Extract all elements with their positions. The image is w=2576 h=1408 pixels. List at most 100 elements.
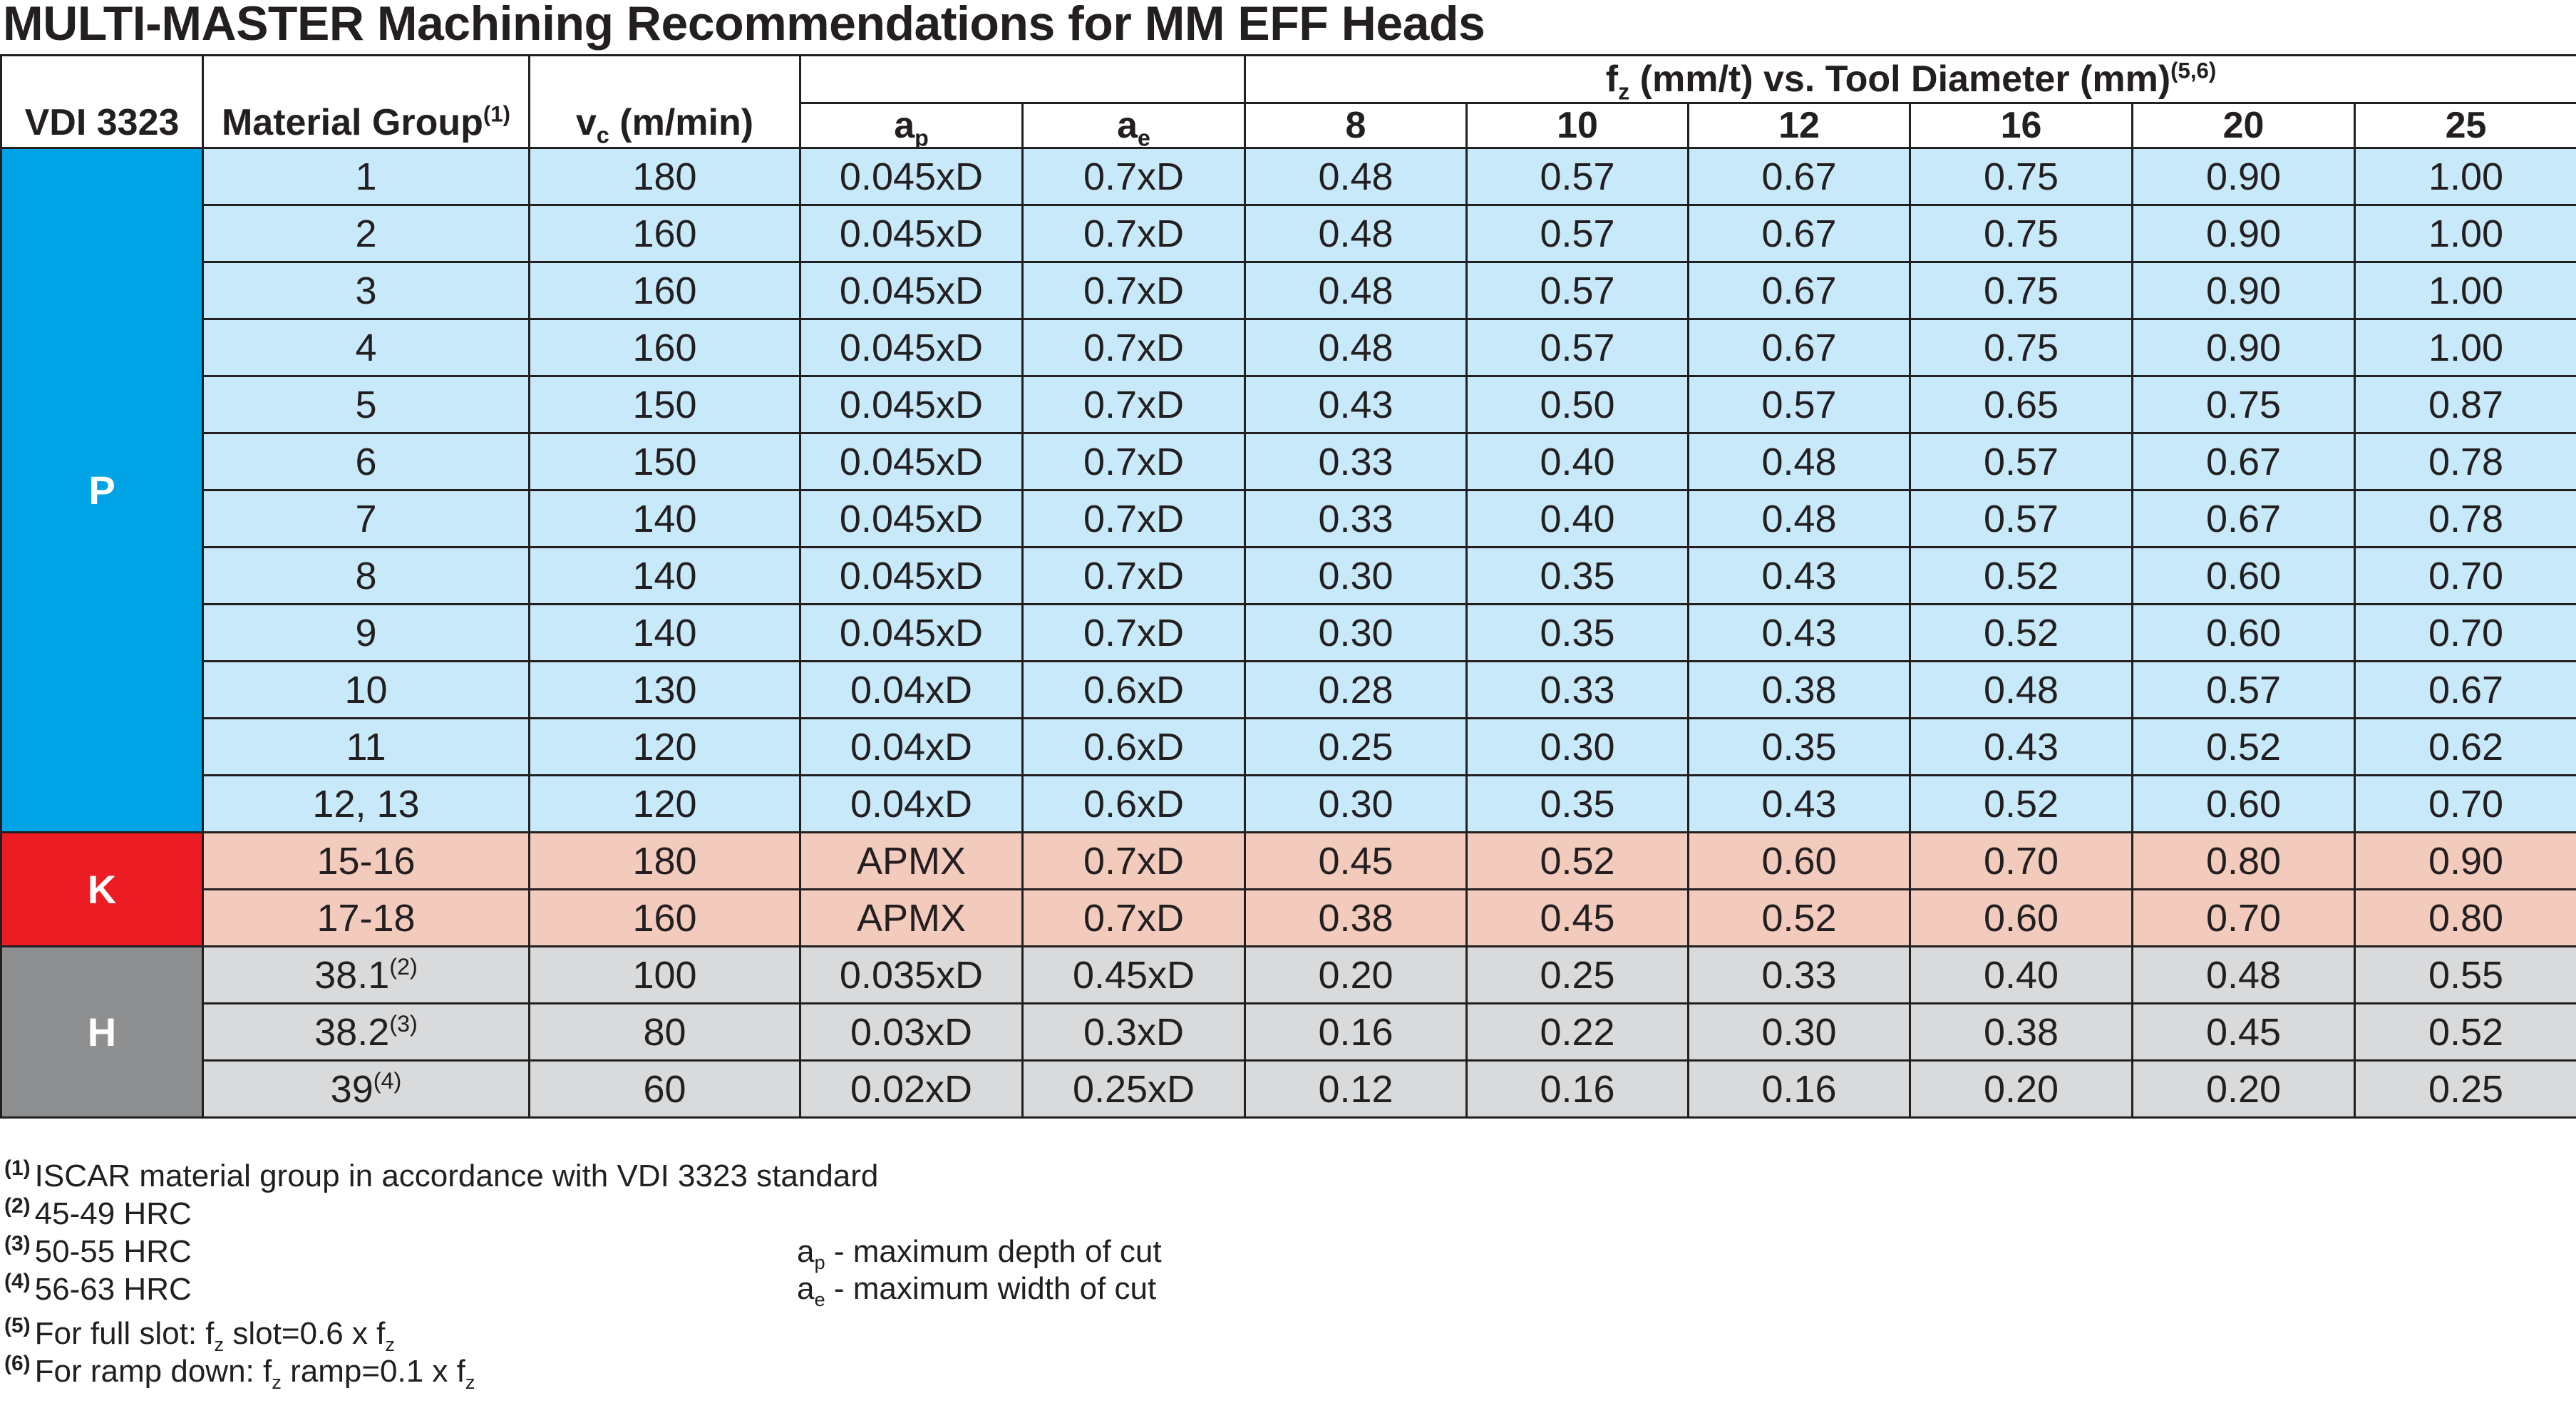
fz-cell-d16: 0.52 [1909,774,2133,833]
legend-ae: ae - maximum width of cut [797,1271,1157,1310]
vc-cell: 140 [528,489,801,548]
table-row: 8 140 0.045xD 0.7xD 0.30 0.35 0.43 0.52 0.60 0.70 [1,546,2576,605]
ap-cell: 0.045xD [799,546,1024,605]
fz-cell-d20: 0.45 [2131,1002,2356,1062]
fz-cell-d20: 0.60 [2131,603,2356,662]
table-row: K 15-16 180 APMX 0.7xD 0.45 0.52 0.60 0.70 0.80 0.… [0,831,2576,947]
ae-cell: 0.7xD [1021,831,1246,890]
vc-cell: 160 [528,204,801,263]
fz-cell-d25: 1.00 [2353,204,2576,263]
group-cell-p: P [0,147,204,833]
fz-cell-d20: 0.90 [2131,261,2356,320]
material-cell: 6 [202,432,530,491]
group-cell-h: H [0,945,204,1119]
ap-cell: 0.045xD [799,147,1024,206]
fz-cell-d16: 0.75 [1909,318,2133,377]
fz-cell-d12: 0.67 [1687,204,1911,263]
fz-cell-d16: 0.65 [1909,375,2133,434]
fz-cell-d20: 0.90 [2131,318,2356,377]
ap-cell: APMX [799,831,1024,890]
ap-cell: 0.03xD [799,1002,1024,1062]
legend: ap - maximum depth of cut ae - maximum w… [797,1233,1162,1310]
table-row: 10 130 0.04xD 0.6xD 0.28 0.33 0.38 0.48 0.57 0.67 [1,660,2576,719]
vc-cell: 180 [528,831,801,890]
table-row: 6 150 0.045xD 0.7xD 0.33 0.40 0.48 0.57 0.67 0.78 [1,432,2576,491]
material-cell: 5 [202,375,530,434]
fz-cell-d20: 0.20 [2131,1059,2356,1119]
footnote-6: (6) For ramp down: fz ramp=0.1 x fz [4,1352,475,1393]
fz-cell-d12: 0.60 [1687,831,1911,890]
fz-cell-d16: 0.57 [1909,489,2133,548]
fz-cell-d25: 0.67 [2353,660,2576,719]
fz-cell-d25: 0.52 [2353,1002,2576,1062]
ap-cell: 0.045xD [799,204,1024,263]
fz-cell-d10: 0.50 [1465,375,1689,434]
ae-cell: 0.6xD [1021,660,1246,719]
fz-cell-d25: 0.70 [2353,774,2576,833]
table-row: 38.2(3) 80 0.03xD 0.3xD 0.16 0.22 0.30 0.38 0.45… [1,1002,2576,1062]
fz-cell-d10: 0.57 [1465,204,1689,263]
table-row: 39(4) 60 0.02xD 0.25xD 0.12 0.16 0.16 0.20 0.20 0… [1,1059,2576,1119]
fz-cell-d16: 0.20 [1909,1059,2133,1119]
fz-cell-d8: 0.12 [1244,1059,1468,1119]
fz-cell-d10: 0.52 [1465,831,1689,890]
vc-cell: 150 [528,375,801,434]
ae-cell: 0.7xD [1021,318,1246,377]
fz-cell-d10: 0.57 [1465,147,1689,206]
fz-cell-d8: 0.20 [1244,945,1468,1004]
fz-cell-d10: 0.57 [1465,318,1689,377]
fz-cell-d12: 0.33 [1687,945,1911,1004]
table-row: 11 120 0.04xD 0.6xD 0.25 0.30 0.35 0.43 0.52 0.62 [1,717,2576,776]
ap-cell: 0.04xD [799,717,1024,776]
fz-cell-d12: 0.67 [1687,261,1911,320]
fz-cell-d20: 0.57 [2131,660,2356,719]
fz-cell-d8: 0.25 [1244,717,1468,776]
fz-cell-d16: 0.75 [1909,147,2133,206]
fz-cell-d8: 0.45 [1244,831,1468,890]
material-cell: 4 [202,318,530,377]
fz-cell-d25: 0.78 [2353,489,2576,548]
ae-cell: 0.7xD [1021,147,1246,206]
fz-cell-d20: 0.80 [2131,831,2356,890]
fz-cell-d20: 0.67 [2131,432,2356,491]
material-cell: 9 [202,603,530,662]
fz-cell-d8: 0.48 [1244,318,1468,377]
fz-cell-d10: 0.22 [1465,1002,1689,1062]
fz-cell-d10: 0.35 [1465,774,1689,833]
ae-cell: 0.3xD [1021,1002,1246,1062]
vc-cell: 100 [528,945,801,1004]
fz-cell-d12: 0.67 [1687,147,1911,206]
fz-cell-d12: 0.16 [1687,1059,1911,1119]
vc-cell: 80 [528,1002,801,1062]
ae-cell: 0.7xD [1021,603,1246,662]
fz-cell-d25: 1.00 [2353,318,2576,377]
header-diameter-16: 16 [1909,102,2133,149]
header-fz: fz (mm/t) vs. Tool Diameter (mm)(5,6) [1243,54,2576,104]
fz-cell-d16: 0.48 [1909,660,2133,719]
header-depth-width-blank [799,54,1246,104]
fz-cell-d10: 0.30 [1465,717,1689,776]
fz-cell-d25: 0.80 [2353,888,2576,947]
fz-cell-d25: 0.70 [2353,546,2576,605]
ae-cell: 0.6xD [1021,717,1246,776]
ap-cell: APMX [799,888,1024,947]
header-ae: ae [1021,102,1246,149]
table-row: 9 140 0.045xD 0.7xD 0.30 0.35 0.43 0.52 0.60 0.70 [1,603,2576,662]
ae-cell: 0.25xD [1021,1059,1246,1119]
header-diameter-20: 20 [2131,102,2356,149]
ae-cell: 0.6xD [1021,774,1246,833]
group-cell-k: K [0,831,204,947]
table-row: P 1 180 0.045xD 0.7xD 0.48 0.57 0.67 0.75 0.90 1.0… [0,147,2576,833]
vc-cell: 160 [528,261,801,320]
fz-cell-d12: 0.67 [1687,318,1911,377]
ap-cell: 0.02xD [799,1059,1024,1119]
fz-cell-d8: 0.16 [1244,1002,1468,1062]
material-cell: 3 [202,261,530,320]
header-diameter-12: 12 [1687,102,1911,149]
fz-cell-d12: 0.57 [1687,375,1911,434]
table-row: 7 140 0.045xD 0.7xD 0.33 0.40 0.48 0.57 0.67 0.78 [1,489,2576,548]
fz-cell-d20: 0.67 [2131,489,2356,548]
ap-cell: 0.035xD [799,945,1024,1004]
fz-cell-d12: 0.43 [1687,546,1911,605]
material-cell: 17-18 [202,888,530,947]
